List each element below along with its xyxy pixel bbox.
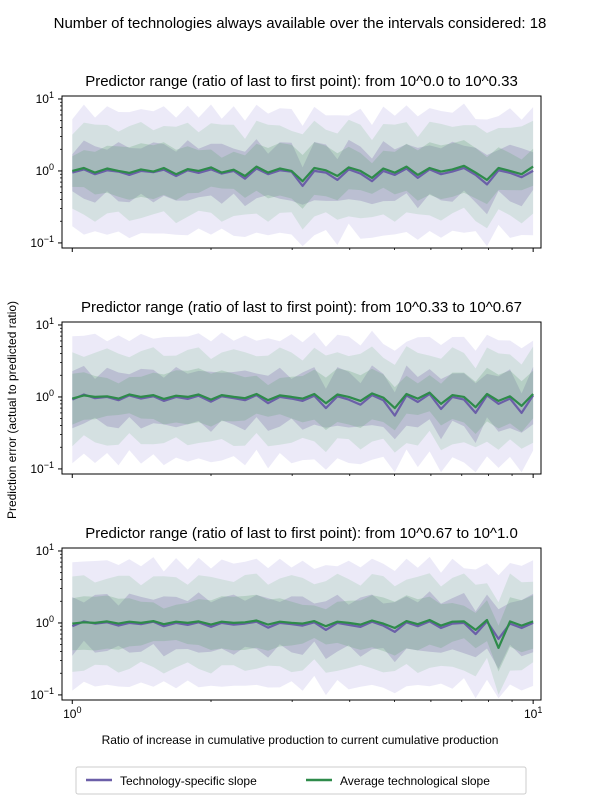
y-tick-label: 10−1 <box>30 234 54 250</box>
x-tick-label: 100 <box>63 705 81 721</box>
axes-frame <box>61 321 542 475</box>
x-axis: 100 101 <box>63 700 542 721</box>
y-tick-label: 101 <box>36 542 54 558</box>
y-tick-label: 100 <box>36 162 54 178</box>
plot-area <box>72 103 534 247</box>
y-axis-label: Prediction error (actual to predicted ra… <box>5 301 19 519</box>
panel-2: Predictor range (ratio of last to first … <box>30 299 542 478</box>
series-line-avg <box>72 164 534 183</box>
series-line-tech <box>71 392 535 417</box>
panel-1: Predictor range (ratio of last to first … <box>30 73 542 252</box>
legend: Technology-specific slope Average techno… <box>75 766 527 795</box>
tech-inner-band <box>72 139 534 215</box>
y-axis: 10−1 100 101 <box>30 316 62 476</box>
avg-outer-band <box>72 573 534 695</box>
y-tick-label: 101 <box>36 90 54 106</box>
y-tick-label: 100 <box>36 388 54 404</box>
tech-inner-band <box>72 365 534 443</box>
x-tick-label: 101 <box>524 705 542 721</box>
panel-title: Predictor range (ratio of last to first … <box>85 73 518 90</box>
x-axis <box>71 474 534 478</box>
x-axis-label: Ratio of increase in cumulative producti… <box>102 733 499 747</box>
tech-outer-band <box>72 103 534 247</box>
panel-title: Predictor range (ratio of last to first … <box>85 525 518 542</box>
series-line-avg <box>72 391 534 410</box>
legend-label-avg: Average technological slope <box>340 774 490 788</box>
plot-area <box>71 556 534 699</box>
y-tick-label: 100 <box>36 614 54 630</box>
y-tick-label: 10−1 <box>30 686 54 702</box>
legend-label-tech: Technology-specific slope <box>120 774 257 788</box>
avg-outer-band <box>72 119 534 230</box>
y-tick-label: 10−1 <box>30 460 54 476</box>
x-axis <box>71 248 534 252</box>
panel-3: Predictor range (ratio of last to first … <box>30 525 542 721</box>
tech-outer-band <box>72 556 534 699</box>
y-axis: 10−1 100 101 <box>30 90 62 250</box>
avg-inner-band <box>72 594 534 672</box>
panel-title: Predictor range (ratio of last to first … <box>81 299 522 316</box>
plot-area <box>71 330 535 473</box>
avg-inner-band <box>72 140 534 209</box>
legend-frame <box>75 766 527 795</box>
tech-inner-band <box>72 591 534 669</box>
series-line-avg <box>72 618 534 649</box>
panels: Predictor range (ratio of last to first … <box>30 73 542 721</box>
y-axis: 10−1 100 101 <box>30 542 62 702</box>
y-tick-label: 101 <box>36 316 54 332</box>
figure-suptitle: Number of technologies always available … <box>54 15 547 32</box>
axes-frame <box>61 95 542 249</box>
axes-frame <box>61 547 542 701</box>
